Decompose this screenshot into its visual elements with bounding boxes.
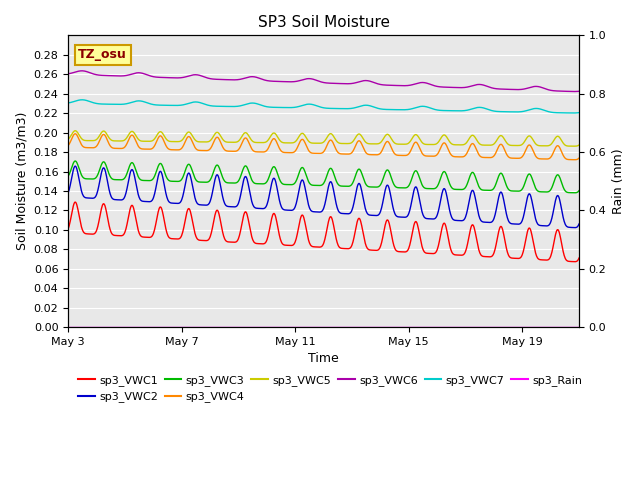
sp3_VWC6 xyxy=(575,88,583,94)
sp3_VWC6 xyxy=(290,79,298,84)
sp3_VWC4 xyxy=(290,149,298,155)
sp3_VWC5 xyxy=(271,131,279,136)
sp3_VWC6 xyxy=(472,82,480,88)
sp3_VWC4 xyxy=(64,143,72,148)
sp3_VWC1 xyxy=(463,243,471,249)
sp3_Rain xyxy=(116,324,124,330)
sp3_VWC2 xyxy=(271,178,279,183)
sp3_VWC4 xyxy=(72,131,79,137)
sp3_VWC7 xyxy=(463,108,471,113)
sp3_VWC1 xyxy=(271,213,279,218)
sp3_VWC1 xyxy=(472,234,480,240)
sp3_VWC1 xyxy=(290,241,298,247)
Text: TZ_osu: TZ_osu xyxy=(78,48,127,61)
Line: sp3_VWC1: sp3_VWC1 xyxy=(68,202,579,262)
Line: sp3_VWC3: sp3_VWC3 xyxy=(68,161,579,193)
Line: sp3_VWC7: sp3_VWC7 xyxy=(68,100,579,113)
sp3_VWC2 xyxy=(575,221,583,227)
sp3_VWC5 xyxy=(117,138,125,144)
sp3_VWC5 xyxy=(472,136,480,142)
Y-axis label: Rain (mm): Rain (mm) xyxy=(612,148,625,214)
sp3_VWC4 xyxy=(463,150,471,156)
sp3_VWC1 xyxy=(415,231,423,237)
sp3_VWC3 xyxy=(72,158,79,164)
sp3_VWC3 xyxy=(117,177,125,183)
sp3_VWC5 xyxy=(72,128,79,133)
sp3_VWC1 xyxy=(64,226,72,232)
sp3_VWC1 xyxy=(117,233,125,239)
sp3_VWC7 xyxy=(575,110,583,116)
sp3_VWC3 xyxy=(64,173,72,179)
sp3_VWC4 xyxy=(117,145,125,151)
sp3_VWC3 xyxy=(463,181,471,187)
sp3_VWC5 xyxy=(290,140,298,145)
sp3_VWC5 xyxy=(575,142,583,148)
sp3_VWC3 xyxy=(575,188,583,193)
Line: sp3_VWC4: sp3_VWC4 xyxy=(68,134,579,160)
sp3_Rain xyxy=(271,324,278,330)
Title: SP3 Soil Moisture: SP3 Soil Moisture xyxy=(257,15,390,30)
sp3_VWC4 xyxy=(415,145,423,151)
sp3_VWC2 xyxy=(72,163,79,169)
sp3_VWC2 xyxy=(117,197,125,203)
sp3_VWC2 xyxy=(64,190,72,196)
sp3_VWC5 xyxy=(415,136,423,142)
sp3_VWC6 xyxy=(570,89,578,95)
sp3_VWC7 xyxy=(271,105,279,110)
sp3_VWC4 xyxy=(575,155,583,161)
Y-axis label: Soil Moisture (m3/m3): Soil Moisture (m3/m3) xyxy=(15,112,28,251)
sp3_VWC6 xyxy=(117,73,125,79)
sp3_VWC3 xyxy=(472,177,480,182)
sp3_VWC6 xyxy=(463,84,471,90)
sp3_VWC5 xyxy=(463,139,471,145)
sp3_VWC3 xyxy=(571,190,579,196)
Legend: sp3_VWC1, sp3_VWC2, sp3_VWC3, sp3_VWC4, sp3_VWC5, sp3_VWC6, sp3_VWC7, sp3_Rain: sp3_VWC1, sp3_VWC2, sp3_VWC3, sp3_VWC4, … xyxy=(74,371,587,407)
sp3_VWC2 xyxy=(290,206,298,212)
sp3_VWC7 xyxy=(64,100,72,106)
sp3_VWC4 xyxy=(271,137,279,143)
sp3_VWC3 xyxy=(271,165,279,171)
sp3_VWC5 xyxy=(570,144,578,149)
sp3_VWC5 xyxy=(64,136,72,142)
sp3_VWC7 xyxy=(472,105,480,110)
sp3_VWC4 xyxy=(571,157,579,163)
sp3_Rain xyxy=(463,324,470,330)
sp3_Rain xyxy=(64,324,72,330)
Line: sp3_VWC6: sp3_VWC6 xyxy=(68,71,579,92)
sp3_VWC1 xyxy=(571,259,579,264)
sp3_VWC1 xyxy=(575,255,583,261)
sp3_VWC6 xyxy=(415,80,423,85)
sp3_VWC7 xyxy=(290,105,298,110)
sp3_VWC7 xyxy=(78,97,86,103)
sp3_VWC7 xyxy=(117,101,125,107)
Line: sp3_VWC2: sp3_VWC2 xyxy=(68,166,579,228)
Line: sp3_VWC5: sp3_VWC5 xyxy=(68,131,579,146)
sp3_VWC6 xyxy=(78,68,86,74)
sp3_VWC4 xyxy=(472,146,480,152)
sp3_VWC3 xyxy=(415,175,423,180)
sp3_VWC2 xyxy=(472,200,480,206)
X-axis label: Time: Time xyxy=(308,352,339,365)
sp3_VWC2 xyxy=(415,196,423,202)
sp3_Rain xyxy=(575,324,583,330)
sp3_Rain xyxy=(472,324,479,330)
sp3_VWC6 xyxy=(271,78,279,84)
sp3_VWC7 xyxy=(415,104,423,109)
sp3_Rain xyxy=(415,324,423,330)
sp3_Rain xyxy=(289,324,297,330)
sp3_VWC6 xyxy=(64,71,72,77)
sp3_VWC2 xyxy=(463,209,471,215)
sp3_VWC2 xyxy=(571,225,579,230)
sp3_VWC3 xyxy=(290,181,298,187)
sp3_VWC7 xyxy=(569,110,577,116)
sp3_VWC1 xyxy=(72,199,79,205)
